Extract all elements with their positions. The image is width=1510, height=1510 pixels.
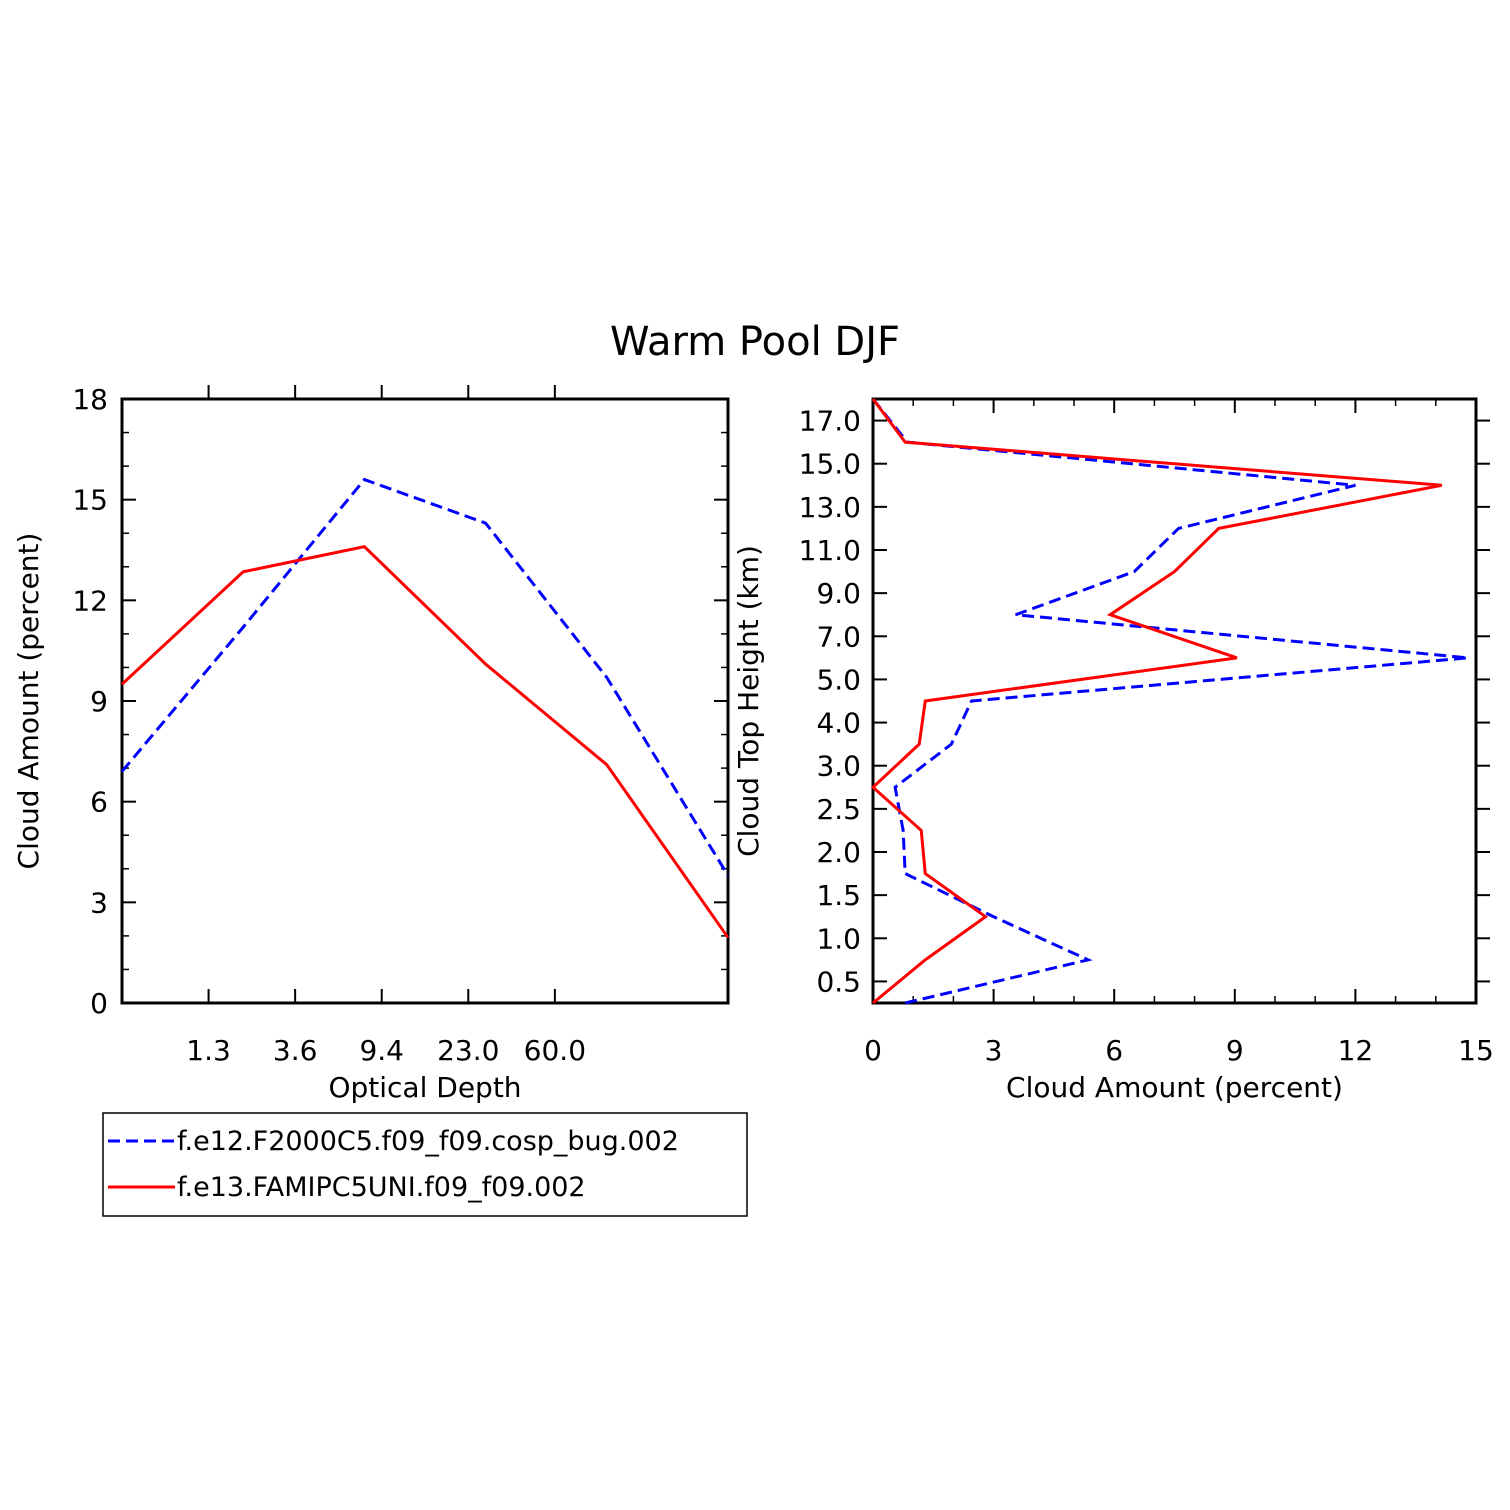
x-tick-label: 3 xyxy=(985,1034,1003,1067)
y-tick-label: 6 xyxy=(90,786,108,819)
y-tick-label: 17.0 xyxy=(799,405,861,438)
x-tick-label: 9.4 xyxy=(359,1034,404,1067)
y-tick-label: 9.0 xyxy=(816,577,861,610)
series-a-line xyxy=(120,477,730,877)
x-tick-label: 1.3 xyxy=(186,1034,231,1067)
plot-frame xyxy=(871,397,1478,1005)
y-tick-label: 7.0 xyxy=(816,620,861,653)
x-tick-label: 23.0 xyxy=(437,1034,499,1067)
y-tick-label: 3 xyxy=(90,886,108,919)
legend-label-series-a: f.e12.F2000C5.f09_f09.cosp_bug.002 xyxy=(177,1126,679,1157)
x-axis-label: Cloud Amount (percent) xyxy=(1006,1071,1343,1104)
legend-label-series-b: f.e13.FAMIPC5UNI.f09_f09.002 xyxy=(177,1172,586,1203)
y-tick-label: 3.0 xyxy=(816,750,861,783)
plot-frame xyxy=(120,397,730,1005)
y-tick-label: 1.0 xyxy=(816,922,861,955)
y-tick-label: 12 xyxy=(72,584,108,617)
y-tick-label: 4.0 xyxy=(816,707,861,740)
y-tick-label: 5.0 xyxy=(816,663,861,696)
x-tick-label: 6 xyxy=(1105,1034,1123,1067)
x-tick-label: 9 xyxy=(1226,1034,1244,1067)
y-tick-label: 1.5 xyxy=(816,879,861,912)
y-tick-label: 13.0 xyxy=(799,491,861,524)
y-tick-label: 11.0 xyxy=(799,534,861,567)
legend-box xyxy=(102,1112,748,1217)
y-axis-label: Cloud Amount (percent) xyxy=(12,533,45,870)
y-tick-label: 2.0 xyxy=(816,836,861,869)
chart-title: Warm Pool DJF xyxy=(610,319,900,365)
x-axis-label: Optical Depth xyxy=(328,1071,521,1104)
x-tick-label: 60.0 xyxy=(524,1034,586,1067)
legend: f.e12.F2000C5.f09_f09.cosp_bug.002 f.e13… xyxy=(102,1112,748,1217)
x-tick-label: 12 xyxy=(1338,1034,1374,1067)
y-axis-label: Cloud Top Height (km) xyxy=(732,545,765,857)
series-b-line xyxy=(870,398,1443,1005)
x-tick-label: 3.6 xyxy=(273,1034,318,1067)
y-tick-label: 9 xyxy=(90,685,108,718)
y-tick-label: 0.5 xyxy=(816,965,861,998)
y-tick-label: 18 xyxy=(72,383,108,416)
x-tick-label: 0 xyxy=(864,1034,882,1067)
series-b-line xyxy=(120,545,730,939)
x-tick-label: 15 xyxy=(1458,1034,1494,1067)
series-a-line xyxy=(871,398,1469,1005)
y-tick-label: 15 xyxy=(72,484,108,517)
y-tick-label: 15.0 xyxy=(799,448,861,481)
y-tick-label: 0 xyxy=(90,987,108,1020)
y-tick-label: 2.5 xyxy=(816,793,861,826)
cloud-top-height-panel: 0 3 6 9 12 15 0.5 1.0 1.5 2.0 2.5 3.0 4.0 5.0 7.0 9.0 11… xyxy=(732,397,1494,1104)
